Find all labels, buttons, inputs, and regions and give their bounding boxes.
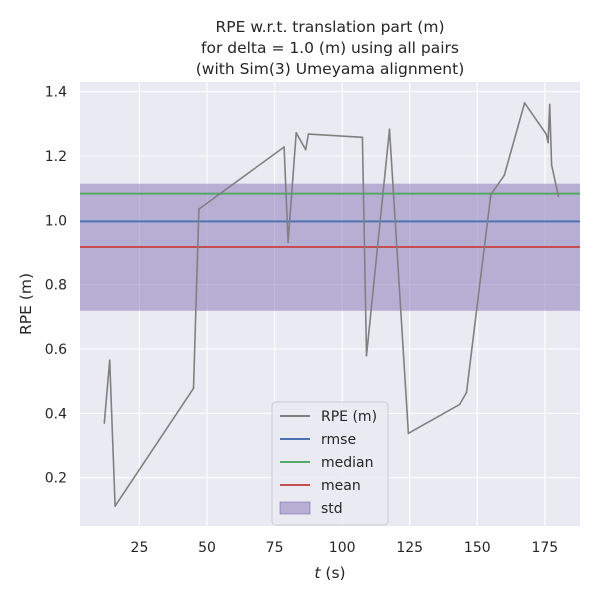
- rpe-point-17: [503, 174, 506, 177]
- rpe-point-1: [108, 359, 111, 362]
- title-line-3: (with Sim(3) Umeyama alignment): [196, 60, 465, 78]
- rpe-point-14: [458, 403, 461, 406]
- chart-title: RPE w.r.t. translation part (m) for delt…: [196, 18, 465, 78]
- rpe-point-10: [361, 136, 364, 139]
- rpe-point-11: [365, 354, 368, 357]
- x-tick-label-1: 50: [198, 540, 216, 556]
- series-layer: [103, 102, 560, 507]
- legend-label-3: mean: [321, 478, 361, 494]
- statistic-lines: [80, 192, 580, 249]
- rpe-point-9: [307, 133, 310, 136]
- rpe-point-13: [407, 432, 410, 435]
- rpe-point-19: [545, 133, 548, 136]
- x-tick-label-4: 125: [396, 540, 423, 556]
- rpe-point-18: [523, 102, 526, 104]
- legend-box: [271, 401, 389, 526]
- x-tick-label-6: 175: [531, 540, 558, 556]
- title-line-2: for delta = 1.0 (m) using all pairs: [201, 39, 459, 57]
- y-tick-labels: 0.2 0.4 0.6 0.8 1.0 1.2 1.4: [45, 85, 67, 487]
- legend-label-1: rmse: [321, 432, 356, 448]
- x-tick-label-5: 150: [464, 540, 491, 556]
- rpe-point-4: [198, 208, 200, 210]
- rpe-point-7: [295, 131, 298, 134]
- legend-label-4: std: [321, 501, 343, 517]
- x-axis-label-variable: t: [314, 564, 321, 582]
- title-line-1: RPE w.r.t. translation part (m): [215, 18, 444, 36]
- rpe-point-3: [192, 387, 195, 390]
- rpe-point-6: [287, 241, 290, 244]
- rpe-point-0: [103, 422, 106, 424]
- y-tick-label-2: 0.6: [45, 342, 67, 358]
- legend-label-2: median: [321, 455, 373, 471]
- rpe-point-12: [388, 128, 391, 131]
- legend-swatch-4: [279, 501, 311, 515]
- legend-label-0: RPE (m): [321, 409, 377, 425]
- rpe-point-5: [283, 146, 285, 148]
- x-tick-label-0: 25: [131, 540, 149, 556]
- rpe-point-16: [489, 193, 492, 196]
- rpe-point-20: [547, 141, 550, 144]
- legend: RPE (m) rmse median mean std: [271, 401, 389, 526]
- rpe-point-22: [550, 164, 553, 166]
- rpe-point-15: [465, 391, 468, 394]
- rpe-point-8: [304, 148, 307, 151]
- x-tick-label-2: 75: [266, 540, 284, 556]
- y-tick-label-0: 0.2: [45, 471, 67, 487]
- rpe-point-2: [114, 505, 117, 507]
- rpe-series-line: [103, 102, 560, 507]
- x-tick-labels: 25 50 75 100 125 150 175: [131, 540, 559, 556]
- y-tick-label-5: 1.2: [45, 149, 67, 165]
- x-axis-label: t (s): [314, 564, 345, 582]
- rpe-point-23: [557, 195, 560, 198]
- y-tick-label-1: 0.4: [45, 406, 67, 422]
- x-axis-label-unit: (s): [320, 564, 345, 582]
- y-tick-label-4: 1.0: [45, 213, 67, 229]
- y-tick-label-3: 0.8: [45, 278, 67, 294]
- x-tick-label-3: 100: [329, 540, 356, 556]
- y-tick-label-6: 1.4: [45, 85, 67, 101]
- y-axis-label: RPE (m): [17, 273, 35, 335]
- rpe-point-21: [548, 103, 551, 106]
